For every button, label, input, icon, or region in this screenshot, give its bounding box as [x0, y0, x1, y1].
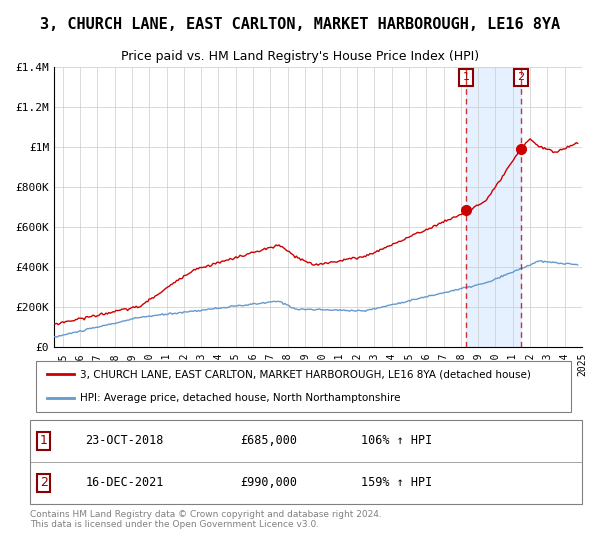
- Text: £685,000: £685,000: [240, 435, 297, 447]
- Text: 23-OCT-2018: 23-OCT-2018: [85, 435, 164, 447]
- Text: HPI: Average price, detached house, North Northamptonshire: HPI: Average price, detached house, Nort…: [80, 393, 400, 403]
- Text: 3, CHURCH LANE, EAST CARLTON, MARKET HARBOROUGH, LE16 8YA: 3, CHURCH LANE, EAST CARLTON, MARKET HAR…: [40, 17, 560, 32]
- Text: 3, CHURCH LANE, EAST CARLTON, MARKET HARBOROUGH, LE16 8YA (detached house): 3, CHURCH LANE, EAST CARLTON, MARKET HAR…: [80, 369, 530, 379]
- Text: 1: 1: [463, 72, 470, 82]
- Text: Contains HM Land Registry data © Crown copyright and database right 2024.
This d: Contains HM Land Registry data © Crown c…: [30, 510, 382, 529]
- Text: 159% ↑ HPI: 159% ↑ HPI: [361, 477, 433, 489]
- Text: £990,000: £990,000: [240, 477, 297, 489]
- Text: Price paid vs. HM Land Registry's House Price Index (HPI): Price paid vs. HM Land Registry's House …: [121, 50, 479, 63]
- FancyBboxPatch shape: [30, 420, 582, 504]
- Bar: [466, 67, 521, 347]
- Text: 1: 1: [40, 435, 48, 447]
- Text: 16-DEC-2021: 16-DEC-2021: [85, 477, 164, 489]
- Text: 106% ↑ HPI: 106% ↑ HPI: [361, 435, 433, 447]
- Text: 2: 2: [517, 72, 524, 82]
- FancyBboxPatch shape: [35, 361, 571, 412]
- Text: 2: 2: [40, 477, 48, 489]
